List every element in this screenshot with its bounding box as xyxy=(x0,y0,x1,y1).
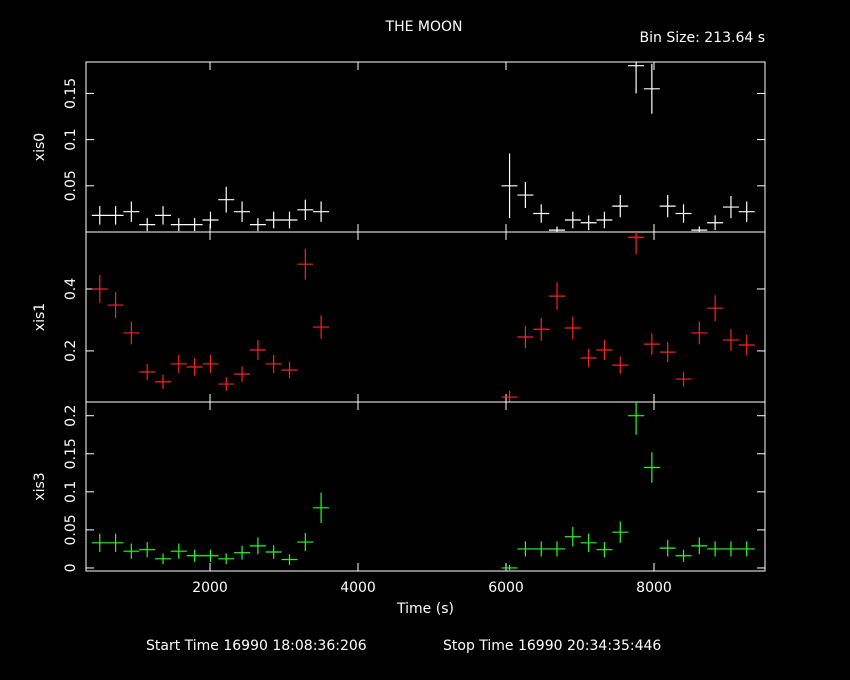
y-tick-label: 0 xyxy=(63,563,79,572)
y-axis-label: xis1 xyxy=(32,303,48,331)
y-tick-label: 0.15 xyxy=(63,438,79,469)
chart-title: THE MOON xyxy=(385,19,463,35)
start-time: Start Time 16990 18:08:36:206 xyxy=(146,638,367,654)
x-tick-label: 4000 xyxy=(340,580,376,596)
y-tick-label: 0.05 xyxy=(63,170,79,201)
y-tick-label: 0.2 xyxy=(63,405,79,427)
y-tick-label: 0.2 xyxy=(63,340,79,362)
y-tick-label: 0.15 xyxy=(63,78,79,109)
y-tick-label: 0.4 xyxy=(63,278,79,300)
x-axis-label: Time (s) xyxy=(396,601,454,617)
x-tick-label: 2000 xyxy=(192,580,228,596)
y-tick-label: 0.1 xyxy=(63,481,79,503)
x-tick-label: 6000 xyxy=(488,580,524,596)
x-tick-label: 8000 xyxy=(636,580,672,596)
y-tick-label: 0.05 xyxy=(63,514,79,545)
bin-size: Bin Size: 213.64 s xyxy=(640,30,765,46)
stop-time: Stop Time 16990 20:34:35:446 xyxy=(443,638,661,654)
y-axis-label: xis0 xyxy=(32,133,48,161)
y-axis-label: xis3 xyxy=(32,472,48,500)
panel-frame xyxy=(85,401,766,572)
y-tick-label: 0.1 xyxy=(63,128,79,150)
